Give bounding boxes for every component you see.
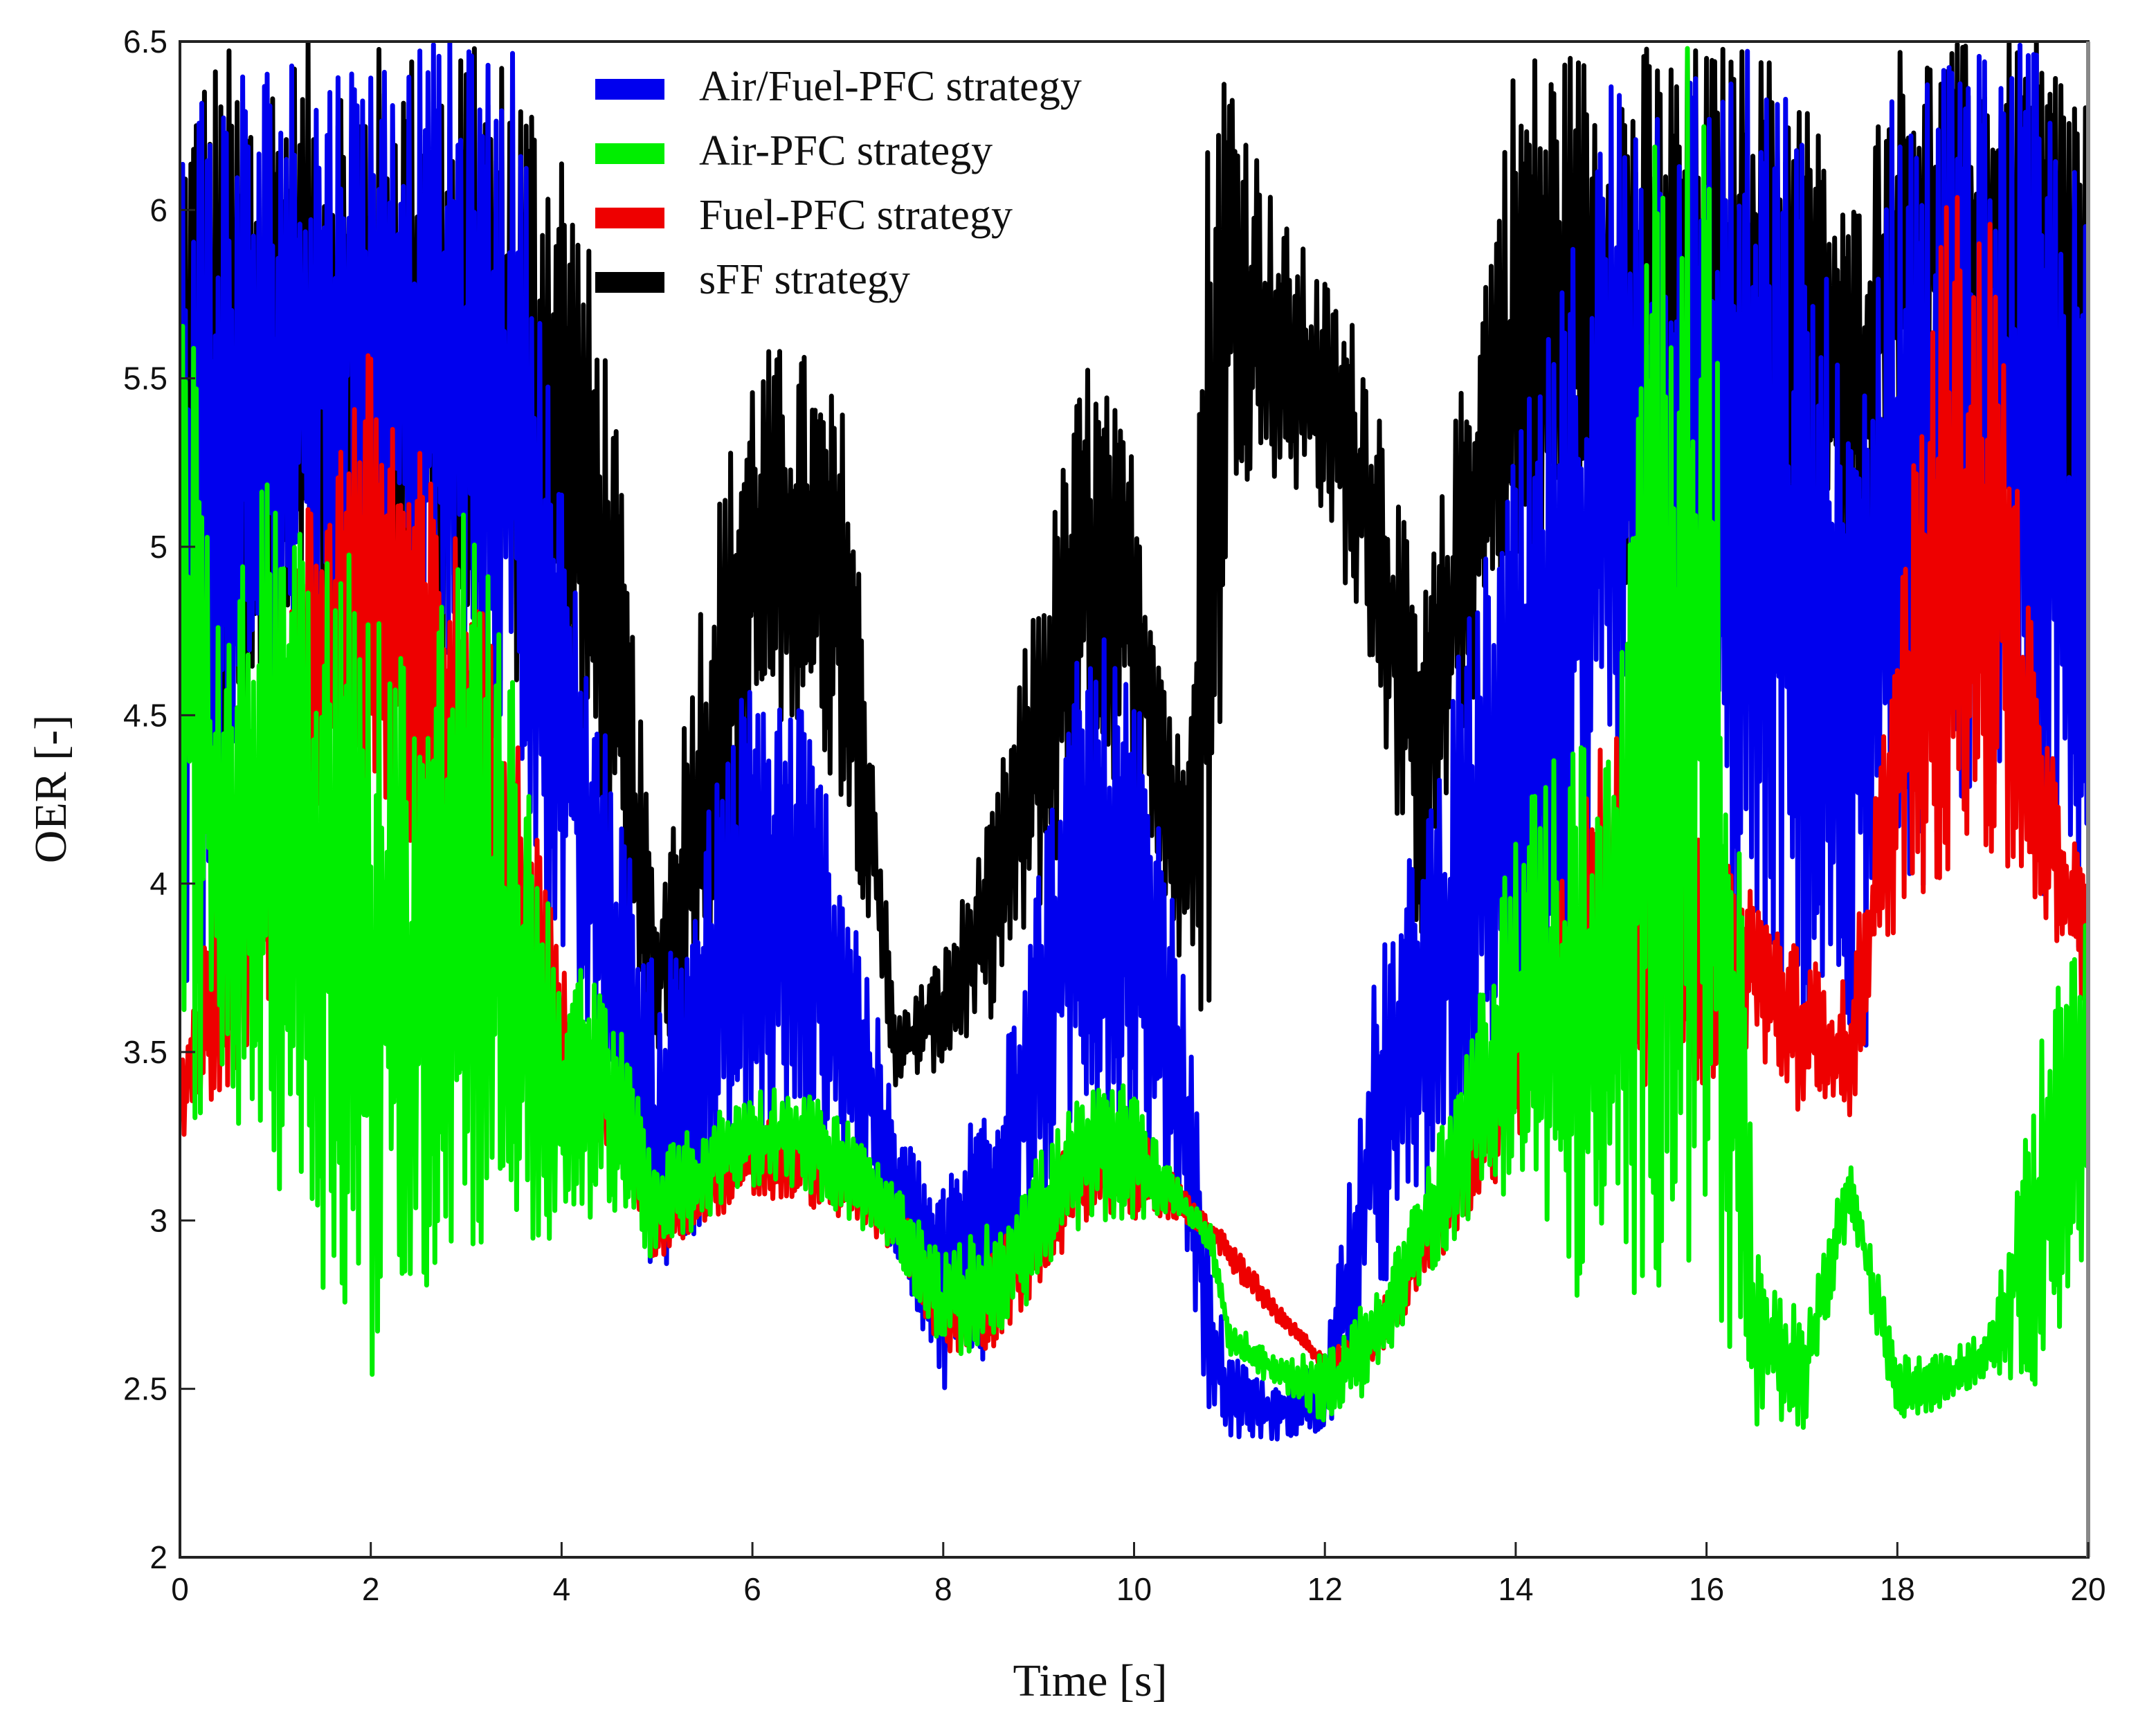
x-tick-label: 2 bbox=[362, 1571, 380, 1607]
x-tick-label: 14 bbox=[1498, 1571, 1533, 1607]
y-tick-label: 6 bbox=[150, 192, 167, 228]
y-tick-label: 5.5 bbox=[123, 361, 167, 397]
y-tick-label: 4.5 bbox=[123, 697, 167, 733]
legend: Air/Fuel-PFC strategy Air-PFC strategy Fue… bbox=[595, 63, 1082, 303]
y-axis-title: OER [-] bbox=[26, 715, 76, 863]
series-line-air-fuel-pfc-strategy bbox=[180, 42, 2088, 1442]
series-line-air-pfc-strategy bbox=[180, 46, 2088, 1430]
x-tick-label: 6 bbox=[743, 1571, 761, 1607]
x-tick-label: 20 bbox=[2070, 1571, 2105, 1607]
y-axis-ticks: 2 2.5 3 3.5 4 4.5 5 5.5 6 6.5 bbox=[123, 24, 195, 1575]
y-tick-label: 3.5 bbox=[123, 1034, 167, 1070]
x-tick-label: 16 bbox=[1689, 1571, 1724, 1607]
x-axis-title: Time [s] bbox=[1013, 1656, 1167, 1706]
x-tick-label: 0 bbox=[171, 1571, 189, 1607]
x-tick-label: 10 bbox=[1116, 1571, 1152, 1607]
legend-label: Fuel-PFC strategy bbox=[699, 192, 1013, 239]
x-tick-label: 4 bbox=[553, 1571, 571, 1607]
y-tick-label: 2.5 bbox=[123, 1371, 167, 1407]
y-tick-label: 6.5 bbox=[123, 24, 167, 60]
y-tick-label: 5 bbox=[150, 529, 167, 565]
legend-label: Air-PFC strategy bbox=[699, 127, 993, 174]
series-layer bbox=[180, 42, 2088, 1442]
x-tick-label: 12 bbox=[1307, 1571, 1343, 1607]
y-tick-label: 2 bbox=[150, 1539, 167, 1575]
x-tick-label: 8 bbox=[934, 1571, 952, 1607]
x-axis-ticks: 0 2 4 6 8 10 12 14 16 18 20 bbox=[171, 1542, 2106, 1607]
y-tick-label: 4 bbox=[150, 866, 167, 902]
legend-label: sFF strategy bbox=[699, 256, 910, 303]
x-tick-label: 18 bbox=[1880, 1571, 1915, 1607]
y-tick-label: 3 bbox=[150, 1202, 167, 1238]
legend-label: Air/Fuel-PFC strategy bbox=[699, 63, 1082, 110]
